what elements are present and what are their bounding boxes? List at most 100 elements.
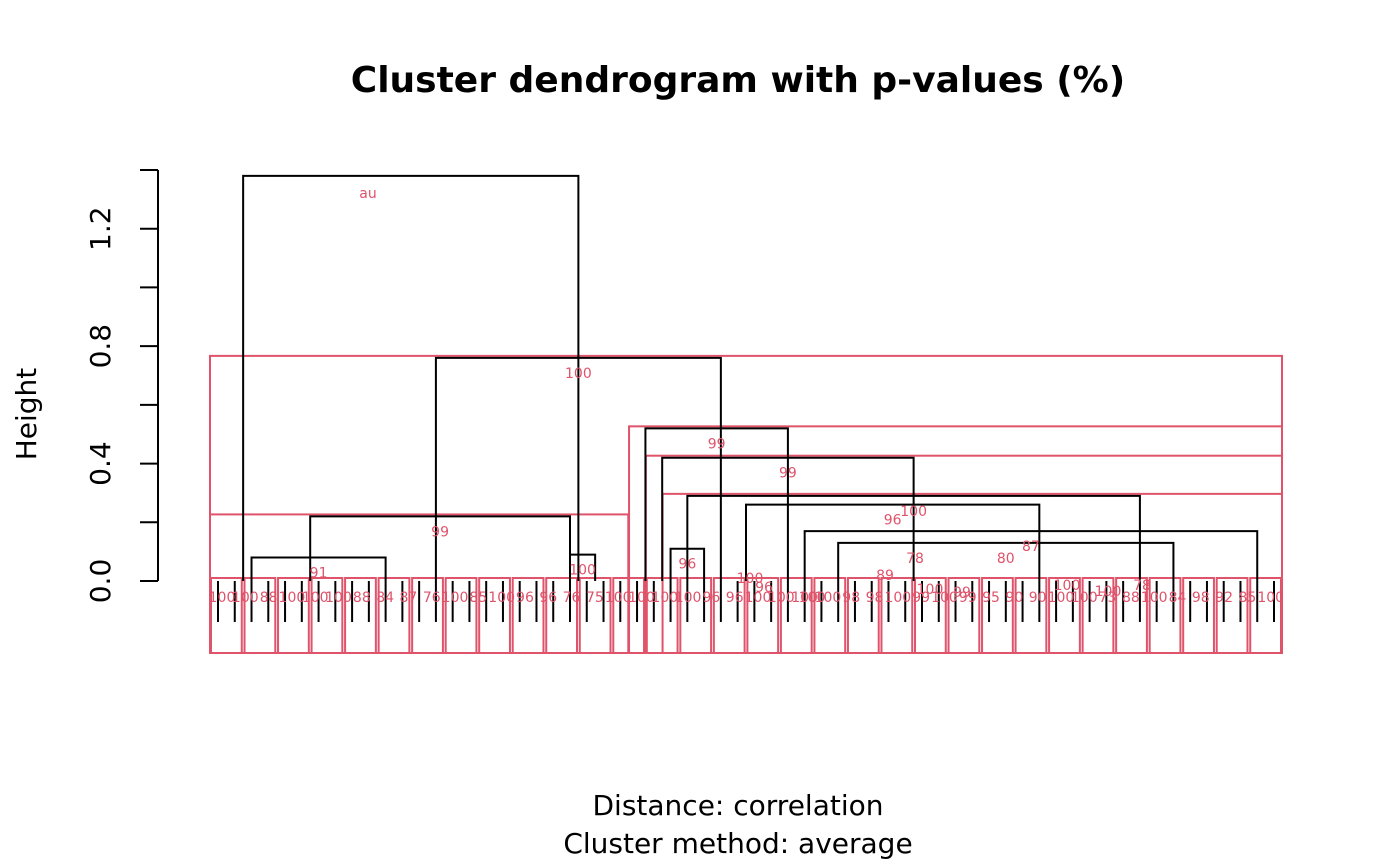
- leaf-rect-0: [210, 577, 243, 654]
- leaf-rect-54: [1115, 577, 1148, 654]
- au-label-1: 100: [565, 366, 592, 382]
- leaf-rect-32: [746, 577, 780, 654]
- leaf-rect-38: [846, 577, 880, 654]
- leaf-rect-20: [545, 577, 579, 654]
- leaf-au-label-30: 99: [912, 590, 930, 606]
- leaf-au-label-0: 100: [209, 590, 236, 606]
- au-label-3: 99: [708, 436, 726, 452]
- y-tick-label-1: 0.4: [84, 441, 117, 486]
- leaf-au-label-27: 98: [842, 590, 860, 606]
- leaf-rect-56: [1148, 577, 1182, 654]
- au-label-9: 96: [678, 557, 696, 573]
- leaf-au-label-3: 100: [279, 590, 306, 606]
- leaf-au-label-12: 100: [488, 590, 515, 606]
- leaf-au-label-42: 98: [1192, 590, 1210, 606]
- leaf-au-label-40: 100: [1141, 590, 1168, 606]
- leaf-au-label-19: 100: [651, 590, 678, 606]
- link-10: [250, 556, 387, 581]
- leaf-rect-50: [1048, 577, 1081, 654]
- leaf-au-label-18: 100: [628, 590, 655, 606]
- y-ticks: [140, 169, 158, 582]
- link-0: [242, 174, 580, 581]
- link-1: [434, 356, 722, 581]
- link-9: [669, 547, 706, 581]
- leaf-au-label-16: 75: [586, 590, 604, 606]
- leaf-rect-18: [511, 577, 545, 654]
- leaf-rect-24: [612, 577, 646, 654]
- leaf-rect-14: [444, 577, 478, 654]
- leaf-rect-8: [344, 577, 377, 654]
- extra-au-label-5: 100: [917, 582, 944, 598]
- leaf-au-label-17: 100: [605, 590, 632, 606]
- leaf-au-label-9: 76: [423, 590, 441, 606]
- extra-au-label-1: 96: [755, 580, 773, 596]
- leaf-au-label-22: 96: [726, 590, 744, 606]
- x-axis-label-line-2: Cluster method: average: [563, 827, 912, 860]
- leaf-rect-40: [880, 577, 914, 654]
- highlight-rects: [209, 354, 1283, 655]
- leaf-au-label-34: 90: [1005, 590, 1023, 606]
- chart-title: Cluster dendrogram with p-values (%): [351, 60, 1125, 101]
- leaf-au-label-20: 100: [675, 590, 702, 606]
- leaf-au-label-10: 100: [442, 590, 469, 606]
- extra-au-label-0: 100: [737, 571, 764, 587]
- leaf-rect-30: [712, 577, 746, 654]
- x-axis-label-line-1: Distance: correlation: [592, 789, 883, 822]
- leaf-au-label-25: 100: [791, 590, 818, 606]
- link-11: [569, 553, 597, 581]
- leaf-rect-52: [1081, 577, 1115, 654]
- leaf-au-label-13: 96: [516, 590, 534, 606]
- leaf-au-label-44: 85: [1238, 590, 1256, 606]
- extra-au-label-2: 100: [799, 590, 826, 606]
- leaf-au-label-23: 100: [745, 590, 772, 606]
- y-tick-label-0: 0.0: [84, 559, 117, 604]
- leaf-rect-62: [1249, 577, 1282, 654]
- legend-key-au: au: [359, 186, 376, 202]
- leaf-au-label-28: 98: [866, 590, 884, 606]
- leaf-rect-4: [277, 577, 310, 654]
- leaf-au-label-6: 88: [353, 590, 371, 606]
- leaf-rect-58: [1182, 577, 1215, 654]
- leaf-rect-34: [779, 577, 813, 654]
- leaf-au-label-33: 95: [982, 590, 1000, 606]
- leaf-au-label-35: 90: [1029, 590, 1047, 606]
- leaf-rect-44: [947, 577, 981, 654]
- leaf-rect-48: [1014, 577, 1048, 654]
- extra-au-label-7: 100: [1054, 578, 1081, 594]
- leaf-rect-42: [914, 577, 947, 654]
- link-2: [309, 515, 571, 581]
- leaf-rect-60: [1215, 577, 1249, 654]
- leaf-rect-16: [478, 577, 511, 654]
- au-label-10: 91: [310, 566, 328, 582]
- leaf-rect-10: [377, 577, 411, 654]
- link-7: [803, 530, 1259, 581]
- leaf-au-label-36: 100: [1048, 590, 1075, 606]
- extra-au-label-4: 78: [906, 551, 924, 567]
- leaf-rect-6: [310, 577, 344, 654]
- y-tick-label-2: 0.8: [84, 324, 117, 369]
- y-tick-label-3: 1.2: [84, 206, 117, 251]
- au-label-7: 87: [1022, 539, 1040, 555]
- leaf-rect-36: [813, 577, 847, 654]
- extra-au-label-9: 78: [1133, 578, 1151, 594]
- y-tick-labels: 0.0 0.4 0.8 1.2: [84, 206, 117, 603]
- leaf-au-label-29: 100: [884, 590, 911, 606]
- leaf-au-label-2: 88: [260, 590, 278, 606]
- dendrogram-links: [217, 174, 1275, 622]
- leaf-au-label-37: 100: [1071, 590, 1098, 606]
- au-label-2: 99: [431, 524, 449, 540]
- au-label-5: 100: [900, 504, 927, 520]
- au-label-4: 99: [779, 466, 797, 482]
- leaf-au-label-39: 88: [1122, 590, 1140, 606]
- leaf-au-label-1: 100: [232, 590, 259, 606]
- au-label-11: 100: [569, 563, 596, 579]
- au-label-8: 80: [997, 551, 1015, 567]
- leaf-rect-46: [981, 577, 1014, 654]
- leaf-au-label-4: 100: [302, 590, 329, 606]
- leaf-au-label-15: 76: [563, 590, 581, 606]
- leaf-rect-28: [679, 577, 713, 654]
- leaf-au-label-11: 85: [469, 590, 487, 606]
